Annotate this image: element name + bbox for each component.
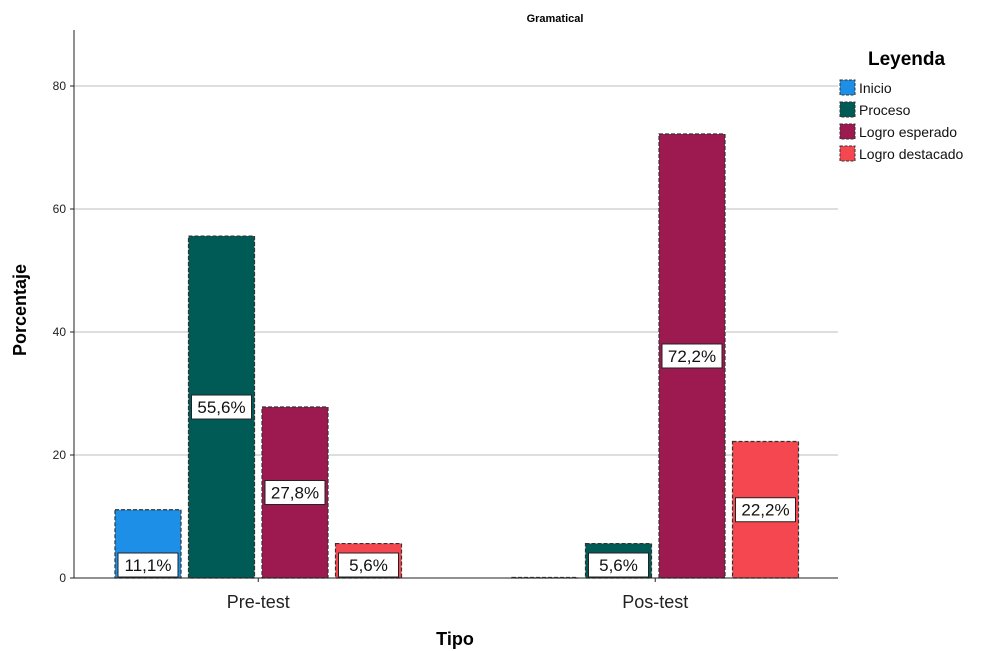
legend-swatch bbox=[839, 145, 856, 162]
data-label: 5,6% bbox=[599, 556, 638, 575]
data-label: 22,2% bbox=[741, 501, 789, 520]
legend: Leyenda Inicio Proceso Logro esperado Logro… bbox=[839, 49, 964, 162]
y-tick-label: 20 bbox=[53, 448, 67, 462]
y-tick-label: 60 bbox=[53, 202, 67, 216]
legend-entry: Logro esperado bbox=[859, 124, 957, 140]
data-label-box bbox=[735, 497, 796, 523]
y-axis-title: Porcentaje bbox=[10, 264, 30, 356]
legend-swatch bbox=[839, 101, 856, 118]
legend-entry: Logro destacado bbox=[859, 146, 964, 162]
y-tick-label: 0 bbox=[59, 571, 66, 585]
y-tick-label: 40 bbox=[53, 325, 67, 339]
x-axis-title: Tipo bbox=[436, 629, 474, 649]
data-labels: 11,1% 55,6% 27,8% 5,6% 5,6% 72,2% 22,2% bbox=[117, 343, 796, 578]
data-label: 27,8% bbox=[271, 484, 319, 503]
legend-entry: Proceso bbox=[859, 102, 911, 118]
legend-swatch bbox=[839, 123, 856, 140]
chart-title: Gramatical bbox=[527, 13, 584, 25]
data-label-box bbox=[264, 480, 326, 506]
data-label: 11,1% bbox=[125, 556, 172, 575]
data-label: 72,2% bbox=[668, 347, 716, 366]
data-label-box bbox=[661, 343, 723, 369]
x-tick-label: Pos-test bbox=[622, 592, 688, 612]
data-label-box bbox=[588, 552, 649, 578]
legend-title: Leyenda bbox=[868, 49, 946, 70]
y-axis: 0 20 40 60 80 bbox=[53, 30, 75, 585]
legend-entry: Inicio bbox=[859, 80, 892, 96]
x-tick-label: Pre-test bbox=[227, 592, 290, 612]
data-label-box bbox=[117, 552, 179, 578]
data-label-box bbox=[191, 394, 252, 420]
y-tick-label: 80 bbox=[53, 79, 67, 93]
data-label: 55,6% bbox=[197, 398, 245, 417]
data-label-box bbox=[338, 552, 399, 578]
bars bbox=[114, 133, 800, 579]
x-axis: Pre-test Pos-test bbox=[74, 577, 838, 612]
data-label: 5,6% bbox=[349, 556, 388, 575]
legend-swatch bbox=[839, 79, 856, 96]
